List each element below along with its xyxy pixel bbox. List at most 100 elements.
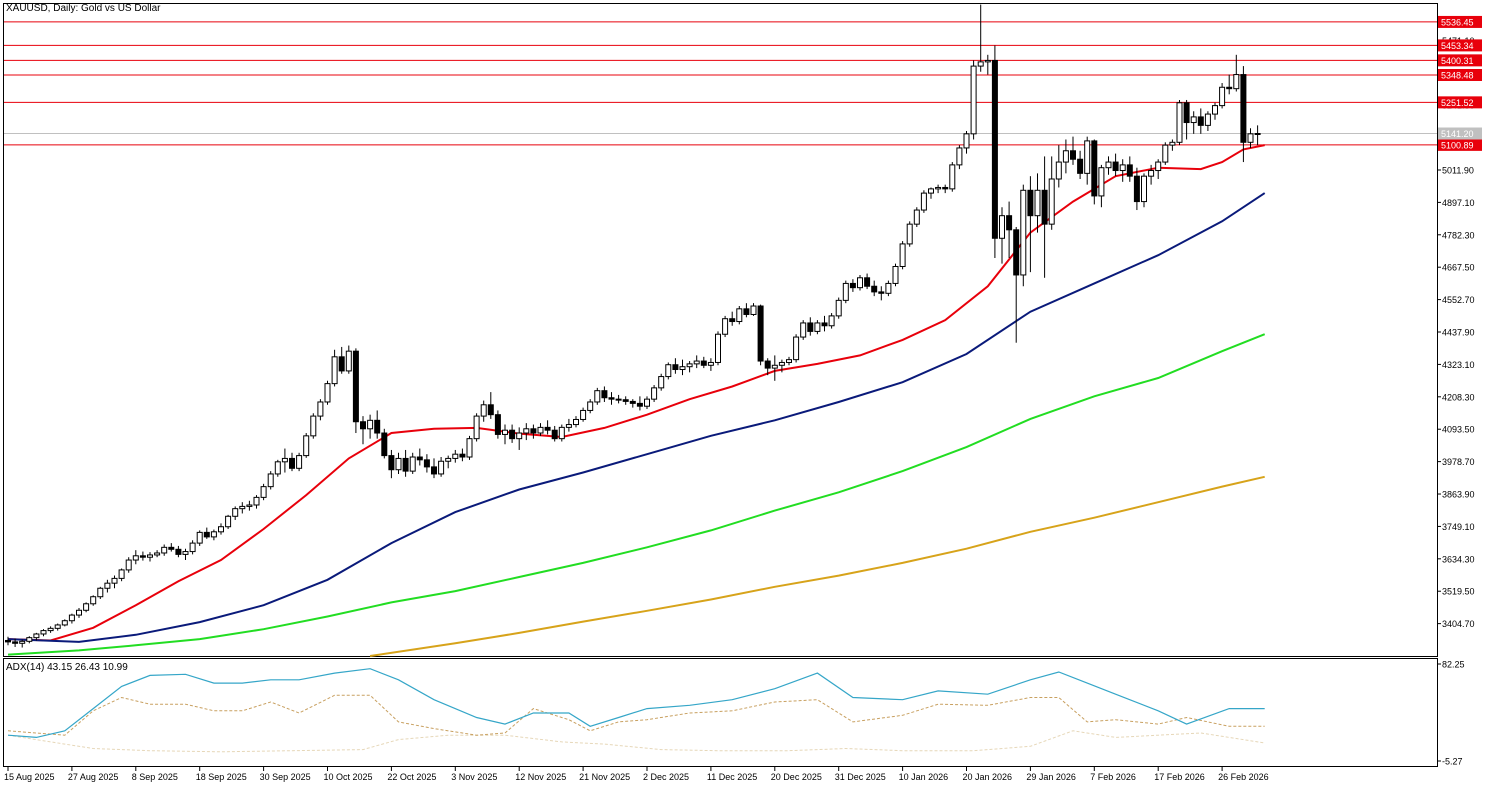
candle-body-up xyxy=(1105,161,1112,169)
candle xyxy=(90,595,97,606)
candle-body-up xyxy=(1233,74,1240,90)
candle xyxy=(161,544,168,556)
candle xyxy=(466,435,473,460)
candle-body-up xyxy=(232,508,239,517)
candle-body-down xyxy=(629,400,636,404)
adx-axis: 82.25 -5.27 xyxy=(1437,660,1465,767)
candle-body-up xyxy=(828,315,835,327)
price-tick-label: 3978.70 xyxy=(1442,457,1475,467)
candle xyxy=(132,550,139,565)
candle-body-up xyxy=(928,188,934,194)
candle-body-down xyxy=(1027,189,1034,217)
candle-body-up xyxy=(331,356,338,385)
candle xyxy=(807,317,814,336)
candle xyxy=(360,416,366,445)
candle-body-up xyxy=(963,133,970,149)
candle xyxy=(1204,111,1211,132)
candle-body-up xyxy=(920,192,927,211)
candle-body-down xyxy=(360,421,366,430)
candle-body-up xyxy=(1034,189,1041,217)
candle-body-up xyxy=(1212,105,1218,115)
candle-body-up xyxy=(61,620,68,626)
current-price-tag xyxy=(1438,127,1482,140)
candle-body-down xyxy=(459,453,466,458)
candle xyxy=(61,619,68,627)
candle xyxy=(409,452,416,474)
candle xyxy=(26,636,33,644)
candle xyxy=(1041,156,1048,278)
candle-body-up xyxy=(651,387,658,400)
candle xyxy=(1212,102,1218,120)
time-tick-label: 21 Nov 2025 xyxy=(579,772,630,782)
candle-body-up xyxy=(40,630,47,635)
candle-body-up xyxy=(452,453,459,459)
candle xyxy=(1254,125,1261,146)
candle xyxy=(842,280,849,304)
candle-body-up xyxy=(693,360,700,365)
price-axis[interactable]: 5536.455471.105356.305241.505126.705011.… xyxy=(1437,15,1482,629)
candle-body-up xyxy=(1098,167,1105,197)
candle-body-down xyxy=(338,356,345,372)
candle xyxy=(182,548,189,561)
candle-body-up xyxy=(132,555,139,561)
candle-body-down xyxy=(175,548,182,555)
price-tick-label: 4093.50 xyxy=(1442,425,1475,435)
candle-body-up xyxy=(324,383,331,403)
candle xyxy=(111,575,118,589)
candle xyxy=(963,131,970,154)
candle-body-up xyxy=(1162,144,1169,163)
candle-body-up xyxy=(984,59,991,63)
candle xyxy=(324,380,331,405)
candle-body-up xyxy=(580,409,587,420)
candle-body-down xyxy=(942,186,949,190)
candle-body-up xyxy=(260,486,267,498)
candle xyxy=(246,500,253,511)
candle-body-up xyxy=(800,322,807,338)
candle xyxy=(438,457,445,477)
candle xyxy=(828,313,835,329)
candle-body-up xyxy=(1204,113,1211,126)
candle xyxy=(1126,156,1133,182)
candle xyxy=(764,358,771,376)
price-level-tag-label: 5100.89 xyxy=(1441,140,1474,150)
candle xyxy=(1190,111,1197,134)
candle xyxy=(374,410,381,439)
candle-body-up xyxy=(68,614,75,622)
candle xyxy=(1219,83,1226,109)
candle xyxy=(686,361,693,373)
time-axis[interactable]: 15 Aug 2025 27 Aug 2025 8 Sep 2025 18 Sep 2… xyxy=(4,767,1269,782)
candle xyxy=(984,54,991,75)
minus-di-line xyxy=(7,730,1265,753)
current-price-tag-label: 5141.20 xyxy=(1441,129,1474,139)
candle-body-down xyxy=(849,282,856,289)
candle-body-down xyxy=(203,531,210,538)
candle xyxy=(594,387,601,405)
candle xyxy=(871,280,878,297)
candle xyxy=(54,623,61,631)
candle xyxy=(1141,173,1147,208)
price-tick-label: 3404.70 xyxy=(1442,619,1475,629)
time-tick-label: 22 Oct 2025 xyxy=(387,772,436,782)
price-level-tag-label: 5453.34 xyxy=(1441,41,1474,51)
candle-body-up xyxy=(537,426,544,434)
candle-body-up xyxy=(977,61,984,67)
candle-body-up xyxy=(154,552,161,556)
candle xyxy=(771,355,778,381)
candle xyxy=(19,639,26,648)
candle xyxy=(935,184,942,194)
candle-body-down xyxy=(416,456,423,461)
candle-body-up xyxy=(438,460,445,475)
candle-body-up xyxy=(594,390,601,403)
candle xyxy=(835,297,842,319)
candle-body-up xyxy=(679,366,686,371)
candle-body-up xyxy=(516,432,523,440)
candle xyxy=(899,241,906,270)
candle xyxy=(757,304,764,366)
candle-body-down xyxy=(388,455,395,471)
candle xyxy=(1020,184,1027,287)
candle xyxy=(317,399,324,421)
candle xyxy=(175,545,182,558)
candle xyxy=(800,320,807,340)
candle-body-down xyxy=(871,285,878,293)
